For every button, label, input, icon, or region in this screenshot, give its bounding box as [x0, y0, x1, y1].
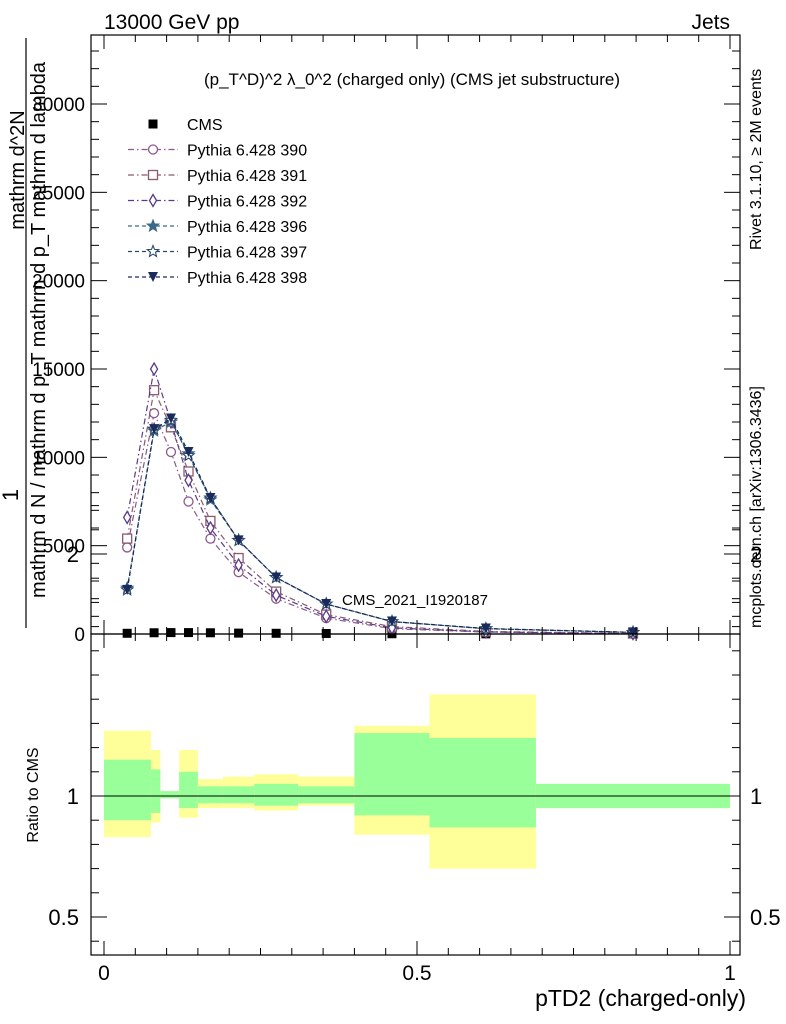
- series-line: [126, 411, 634, 635]
- ratio-band-inner: [104, 759, 151, 821]
- ratio-bands: [91, 694, 740, 869]
- ratio-y-axis-label: Ratio to CMS: [25, 747, 42, 842]
- data-point: [205, 533, 216, 544]
- data-point: [149, 628, 159, 638]
- legend-label: Pythia 6.428 391: [187, 168, 307, 185]
- data-point: [321, 598, 332, 609]
- y-tick-label: 30000: [32, 95, 85, 116]
- y-tick-label: 0: [74, 625, 85, 646]
- watermark: CMS_2021_I1920187: [342, 592, 488, 609]
- data-point: [122, 510, 132, 525]
- data-point: [148, 119, 158, 129]
- data-point: [149, 361, 159, 377]
- ratio-band-inner: [354, 733, 430, 816]
- data-point: [122, 584, 133, 595]
- ratio-band-inner: [429, 737, 536, 828]
- legend-label: Pythia 6.428 390: [187, 143, 307, 160]
- y-tick-label: 25000: [32, 183, 85, 204]
- legend-label: Pythia 6.428 396: [187, 219, 307, 236]
- data-point: [145, 218, 161, 233]
- ratio-band-inner: [150, 769, 161, 813]
- data-point: [234, 628, 244, 638]
- chart-title: (p_T^D)^2 λ_0^2 (charged only) (CMS jet …: [204, 70, 620, 89]
- y-axis-label-numerator: 1: [0, 489, 23, 501]
- data-point: [148, 193, 158, 208]
- x-axis-label: pTD2 (charged-only): [535, 985, 746, 1011]
- ratio-band-inner: [254, 783, 299, 806]
- side-label-mcplots: mcplots.cern.ch [arXiv:1306.3436]: [748, 386, 765, 628]
- data-point: [205, 492, 216, 503]
- y-axis-label-denominator: mathrm d N / mathrm d p_T mathrm d p_T m…: [28, 61, 50, 598]
- y-axis-label-top: mathrm d^2N: [7, 110, 29, 229]
- data-point: [627, 627, 638, 638]
- data-point: [165, 413, 176, 424]
- data-point: [149, 424, 160, 435]
- x-tick-label: 0.5: [402, 962, 431, 985]
- x-tick-label: 0: [98, 962, 110, 985]
- ratio-y-tick-label: 1: [67, 784, 79, 809]
- data-point: [271, 572, 282, 583]
- ratio-band-inner: [298, 786, 355, 804]
- legend-label: CMS: [187, 117, 223, 134]
- data-point: [234, 557, 243, 573]
- series-6: [122, 413, 638, 638]
- data-point: [184, 628, 194, 638]
- data-point: [166, 628, 176, 638]
- frames: [90, 34, 741, 956]
- ratio-y-tick-label-right: 2: [750, 542, 762, 567]
- ratio-y-tick-label: 0.5: [48, 905, 79, 930]
- data-point: [122, 628, 132, 638]
- ratio-band-inner: [160, 791, 180, 799]
- series-layer: [120, 361, 641, 641]
- data-point: [148, 385, 160, 396]
- y-tick-label: 5000: [43, 537, 85, 558]
- labels: 0 5000 10000 15000 20000 25000 30000 0.5 0.5 1 1 2 2…: [0, 11, 781, 1011]
- data-point: [122, 533, 133, 544]
- data-point: [271, 628, 281, 638]
- legend: CMS Pythia 6.428 390 Pythia 6.428 391 Pythi…: [128, 117, 307, 287]
- data-point: [165, 446, 177, 458]
- data-point: [183, 447, 194, 458]
- data-point: [233, 535, 244, 546]
- ratio-frame: [90, 633, 741, 956]
- ratio-band-inner: [197, 786, 223, 804]
- legend-label: Pythia 6.428 392: [187, 194, 307, 211]
- ratio-y-tick-label-right: 1: [750, 784, 762, 809]
- y-tick-label: 10000: [32, 448, 85, 469]
- ratio-band-inner: [222, 786, 255, 804]
- data-point: [147, 144, 159, 155]
- header-left: 13000 GeV pp: [104, 11, 239, 34]
- data-point: [206, 520, 215, 536]
- axis-ticks: [91, 35, 740, 955]
- data-point: [480, 623, 491, 634]
- data-point: [145, 243, 161, 258]
- data-point: [147, 169, 159, 181]
- data-point: [122, 542, 133, 553]
- ratio-y-tick-label: 2: [67, 542, 79, 567]
- series-line: [126, 419, 634, 633]
- y-tick-label: 15000: [32, 360, 85, 381]
- ratio-y-tick-label-right: 0.5: [750, 905, 781, 930]
- data-point: [386, 616, 397, 627]
- legend-label: Pythia 6.428 398: [187, 270, 307, 287]
- side-label-rivet: Rivet 3.1.10, ≥ 2M events: [748, 69, 765, 250]
- legend-label: Pythia 6.428 397: [187, 245, 307, 262]
- data-point: [321, 609, 331, 624]
- x-tick-label: 1: [724, 962, 736, 985]
- data-point: [271, 587, 281, 603]
- data-point: [148, 272, 158, 282]
- data-point: [183, 496, 194, 507]
- header-right: Jets: [691, 11, 730, 34]
- data-point: [184, 473, 193, 488]
- data-point: [205, 628, 215, 638]
- y-tick-label: 20000: [32, 272, 85, 293]
- ratio-band-inner: [179, 771, 198, 809]
